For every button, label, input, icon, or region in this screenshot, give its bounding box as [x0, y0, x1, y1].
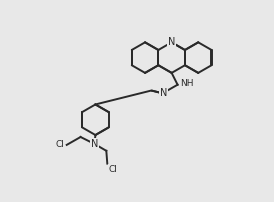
Text: Cl: Cl: [108, 165, 117, 174]
Text: Cl: Cl: [56, 140, 65, 149]
Text: N: N: [160, 88, 167, 98]
Text: N: N: [91, 139, 98, 149]
Text: NH: NH: [180, 79, 193, 88]
Text: N: N: [168, 37, 175, 47]
